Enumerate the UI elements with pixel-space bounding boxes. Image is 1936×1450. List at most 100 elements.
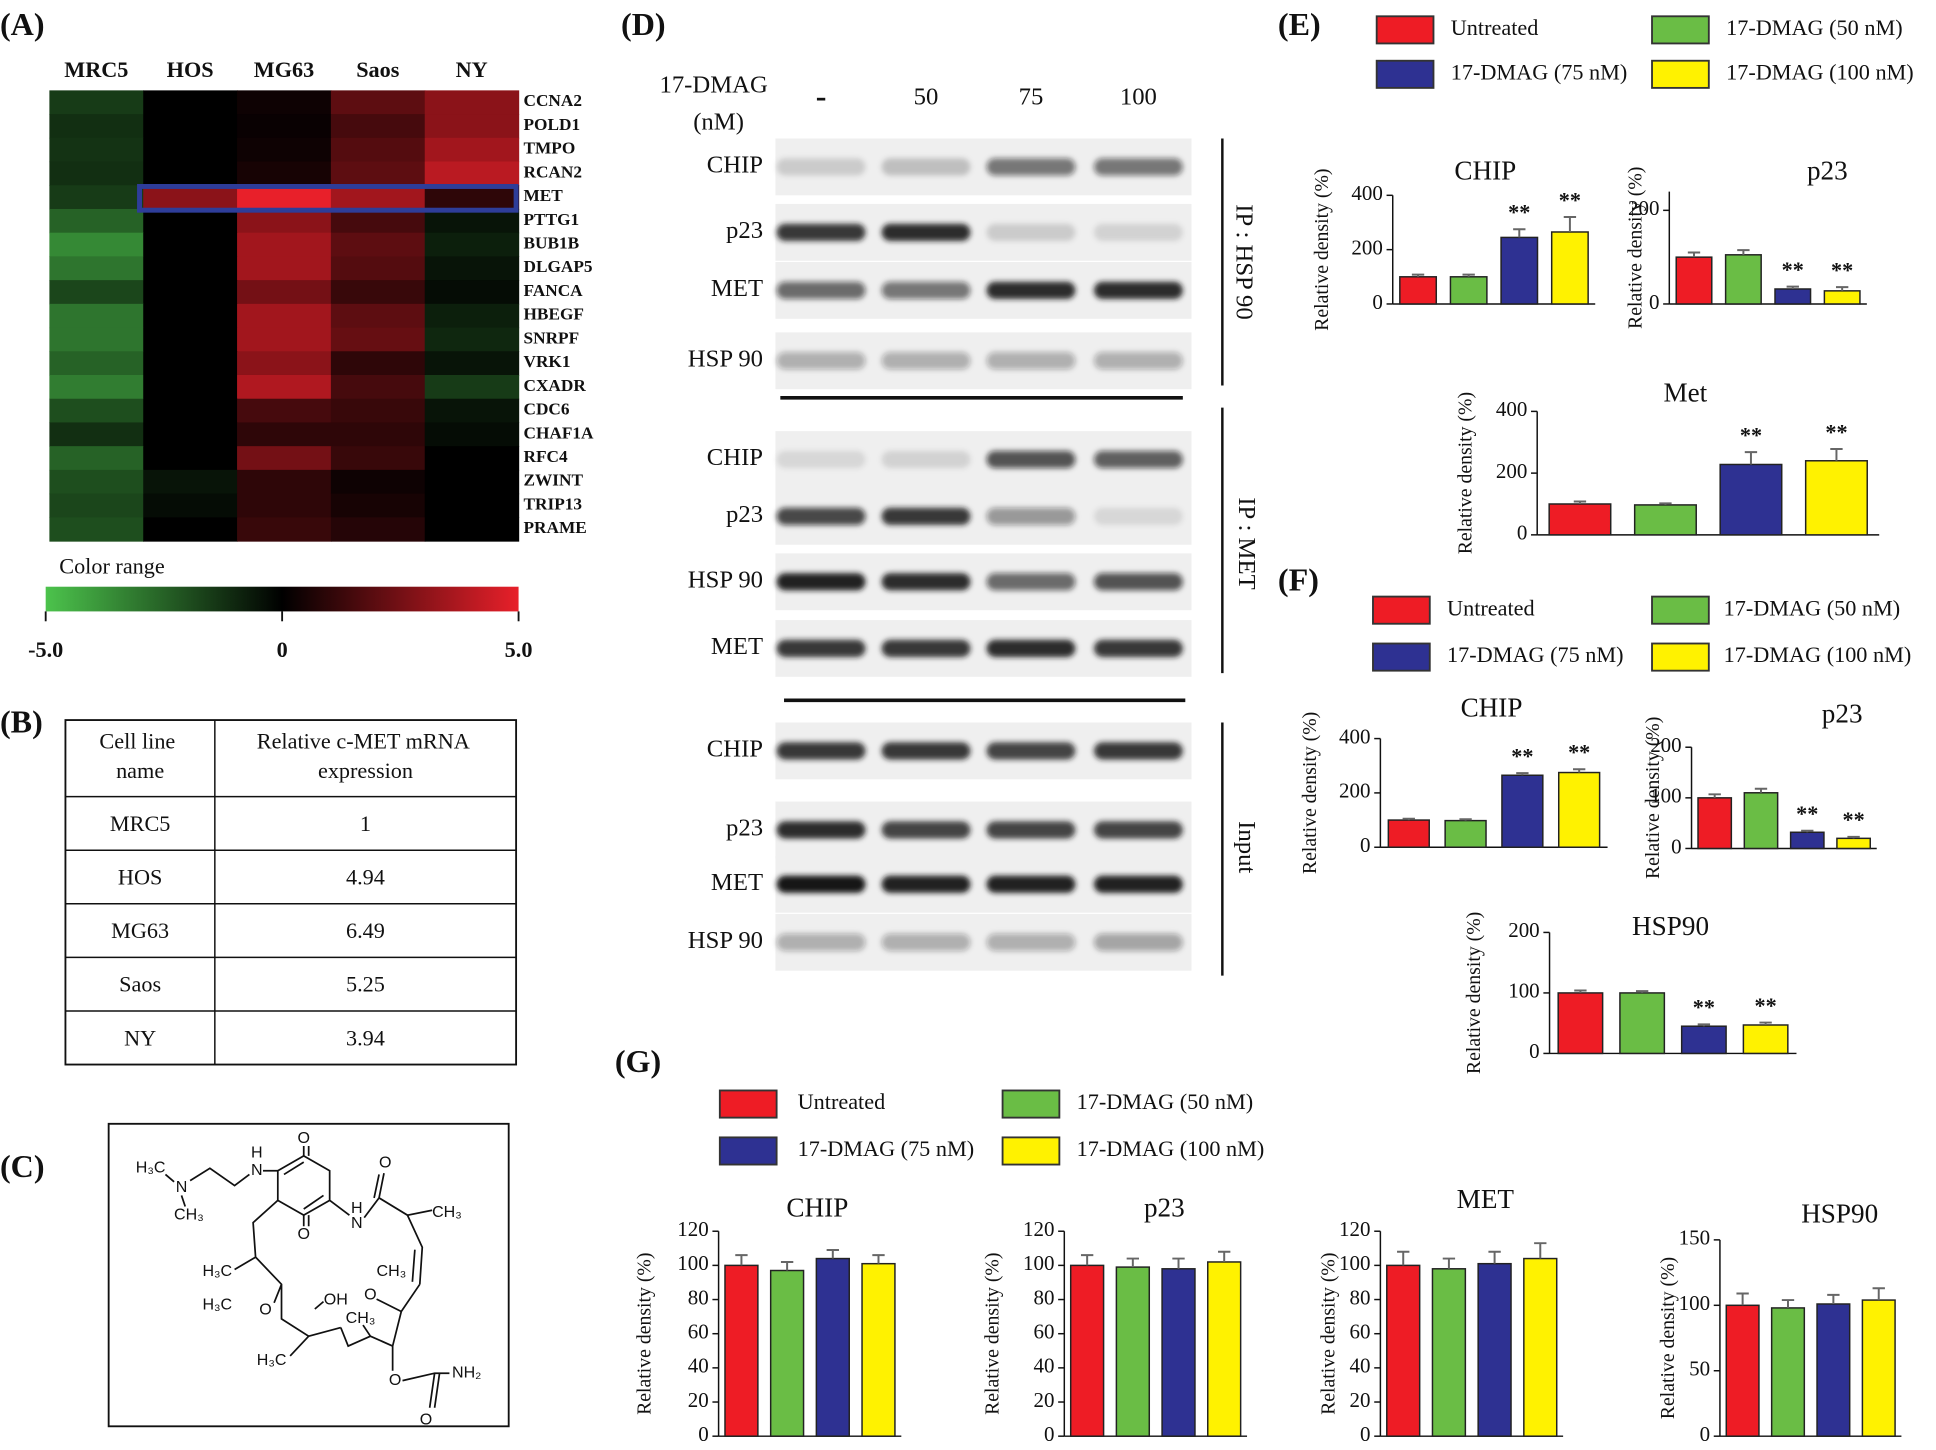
heatmap-cell [237, 280, 332, 305]
table-cell: 4.94 [346, 865, 385, 890]
chart-title: CHIP [1454, 155, 1516, 185]
y-tick-label: 80 [1033, 1285, 1054, 1309]
heatmap-cell [424, 256, 520, 281]
chart-title: HSP90 [1632, 911, 1709, 941]
bar [769, 1269, 805, 1437]
heatmap-cell [237, 137, 332, 163]
y-axis-label: Relative density (%) [1311, 168, 1333, 330]
heatmap-cell [330, 90, 426, 115]
legend-swatch [718, 1136, 778, 1166]
bar [1633, 504, 1697, 536]
heatmap-cell [143, 303, 238, 329]
structure-frame [107, 1122, 510, 1428]
error-bar [1786, 285, 1799, 289]
blot-band [1093, 573, 1183, 591]
y-tick-label: 0 [1372, 290, 1382, 314]
heatmap-cell [49, 303, 144, 329]
legend-label: 17-DMAG (50 nM) [1724, 595, 1901, 620]
y-tick-label: 20 [1033, 1388, 1054, 1412]
error-bar [1411, 273, 1425, 277]
blot-band [881, 281, 971, 300]
heatmap-cell [49, 374, 144, 400]
heatmap-cell [49, 351, 144, 376]
heatmap-cell [143, 256, 238, 281]
group-label: Input [1233, 821, 1260, 873]
heatmap-cell [143, 90, 238, 115]
bar [1386, 1264, 1421, 1437]
heatmap-cell [143, 137, 238, 163]
y-tick-label: 60 [688, 1320, 709, 1344]
blot-band [881, 450, 971, 469]
y-tick-label: 200 [1628, 196, 1659, 220]
blot-band [1093, 639, 1183, 658]
bar [1680, 1025, 1727, 1055]
chart-title: p23 [1822, 699, 1863, 729]
bar [1675, 256, 1713, 305]
y-tick-label: 50 [1689, 1357, 1710, 1381]
significance: ** [1568, 740, 1590, 765]
blot-band [986, 158, 1076, 176]
heatmap-cell [330, 398, 426, 424]
heatmap-cell [424, 232, 520, 258]
heatmap-cell [424, 374, 520, 400]
atom-label: H₃C [257, 1351, 287, 1369]
atom-label: O [259, 1300, 271, 1318]
y-axis-label: Relative density (%) [1642, 717, 1664, 879]
column-label: Saos [356, 57, 400, 82]
y-tick-label: 20 [1350, 1388, 1371, 1412]
heatmap-cell [424, 446, 520, 471]
y-tick-label: 0 [1517, 521, 1527, 545]
bar [1724, 254, 1762, 305]
gene-label: TMPO [524, 139, 576, 158]
y-tick-label: 200 [1496, 459, 1527, 483]
y-tick-label: 60 [1033, 1320, 1054, 1344]
heatmap-cell [330, 208, 426, 234]
bar [1770, 1307, 1806, 1437]
y-tick-label: 80 [688, 1285, 709, 1309]
atom-label: O [297, 1129, 309, 1147]
heatmap-cell [49, 469, 144, 495]
heatmap-cell [143, 517, 238, 542]
heatmap-cell [330, 517, 426, 542]
blot-band [881, 158, 971, 176]
bar [1836, 837, 1871, 850]
blot-band [881, 821, 971, 839]
highlight-box [137, 184, 519, 213]
heatmap-cell [424, 493, 520, 518]
heatmap-cell [237, 493, 332, 518]
heatmap-cell [49, 327, 144, 352]
y-tick-label: 400 [1351, 181, 1382, 205]
table-cell: Saos [119, 972, 161, 997]
legend-swatch [1375, 15, 1435, 45]
significance: ** [1796, 801, 1818, 826]
blot-band [776, 158, 866, 176]
table-cell: 3.94 [346, 1025, 385, 1050]
heatmap-cell [330, 137, 426, 163]
heatmap-cell [424, 469, 520, 495]
legend-label: 17-DMAG (75 nM) [1451, 59, 1628, 84]
blot-band [986, 507, 1076, 525]
error-bar [1513, 228, 1526, 238]
heatmap-cell [237, 303, 332, 329]
structure-bonds [164, 1146, 450, 1408]
y-tick-label: 60 [1350, 1320, 1371, 1344]
significance: ** [1693, 995, 1715, 1020]
error-bar [1488, 1250, 1501, 1264]
significance: ** [1842, 807, 1864, 832]
error-bar [1218, 1250, 1231, 1262]
blot-band [776, 223, 866, 241]
y-tick-label: 0 [1360, 833, 1370, 857]
y-tick-label: 200 [1508, 918, 1539, 942]
legend-swatch [1651, 595, 1710, 625]
table-cell: HOS [118, 865, 162, 890]
heatmap-cell [237, 398, 332, 424]
heatmap-cell [143, 232, 238, 258]
y-tick-label: 100 [1650, 784, 1681, 808]
error-bar [1847, 835, 1860, 839]
table-cell: 5.25 [346, 972, 385, 997]
atom-label: N [351, 1214, 363, 1232]
blot-band [881, 507, 971, 525]
bar [1816, 1303, 1851, 1437]
treatment-label: (nM) [693, 108, 744, 135]
